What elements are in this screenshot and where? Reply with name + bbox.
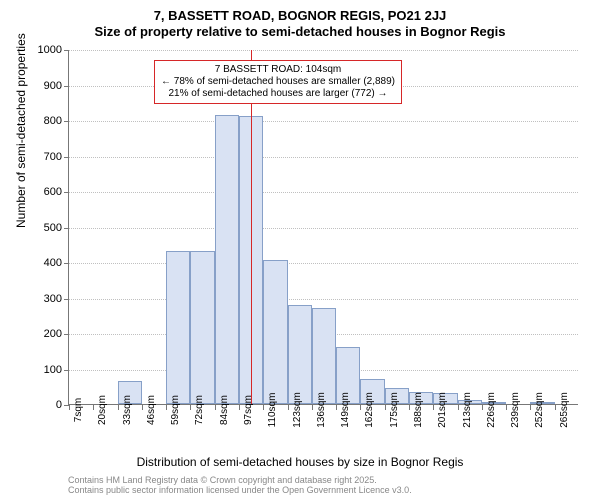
xtick-label: 175sqm xyxy=(389,392,400,428)
ytick-label: 200 xyxy=(22,328,62,340)
xtick-mark xyxy=(190,405,191,410)
histogram-bar xyxy=(312,308,336,404)
xtick-mark xyxy=(215,405,216,410)
xtick-mark xyxy=(433,405,434,410)
y-axis-label: Number of semi-detached properties xyxy=(14,33,28,228)
xtick-label: 46sqm xyxy=(146,395,157,425)
chart-area: 010020030040050060070080090010007sqm20sq… xyxy=(68,50,578,405)
xtick-label: 136sqm xyxy=(316,392,327,428)
footer-line1: Contains HM Land Registry data © Crown c… xyxy=(68,475,412,485)
ytick-mark xyxy=(64,299,69,300)
gridline-h xyxy=(69,157,578,158)
xtick-mark xyxy=(312,405,313,410)
ytick-label: 100 xyxy=(22,364,62,376)
ytick-label: 300 xyxy=(22,293,62,305)
gridline-h xyxy=(69,228,578,229)
xtick-label: 123sqm xyxy=(292,392,303,428)
plot-region: 010020030040050060070080090010007sqm20sq… xyxy=(68,50,578,405)
xtick-mark xyxy=(409,405,410,410)
chart-title-block: 7, BASSETT ROAD, BOGNOR REGIS, PO21 2JJ … xyxy=(0,8,600,39)
x-axis-label: Distribution of semi-detached houses by … xyxy=(0,455,600,469)
xtick-label: 110sqm xyxy=(267,393,278,428)
xtick-label: 20sqm xyxy=(97,395,108,425)
ytick-mark xyxy=(64,50,69,51)
title-line2: Size of property relative to semi-detach… xyxy=(0,24,600,40)
xtick-mark xyxy=(263,405,264,410)
xtick-label: 33sqm xyxy=(122,395,133,425)
xtick-label: 149sqm xyxy=(340,392,351,428)
footer-attribution: Contains HM Land Registry data © Crown c… xyxy=(68,475,412,496)
ytick-label: 800 xyxy=(22,115,62,127)
xtick-mark xyxy=(288,405,289,410)
histogram-bar xyxy=(215,115,239,404)
footer-line2: Contains public sector information licen… xyxy=(68,485,412,495)
xtick-label: 84sqm xyxy=(219,395,230,425)
ytick-label: 0 xyxy=(22,399,62,411)
ytick-label: 700 xyxy=(22,151,62,163)
xtick-mark xyxy=(458,405,459,410)
xtick-mark xyxy=(142,405,143,410)
xtick-mark xyxy=(93,405,94,410)
xtick-label: 252sqm xyxy=(534,392,545,428)
xtick-mark xyxy=(166,405,167,410)
ytick-mark xyxy=(64,192,69,193)
ytick-mark xyxy=(64,228,69,229)
histogram-bar xyxy=(288,305,312,404)
histogram-bar xyxy=(190,251,214,404)
xtick-label: 265sqm xyxy=(559,392,570,428)
xtick-mark xyxy=(69,405,70,410)
histogram-bar xyxy=(166,251,190,404)
gridline-h xyxy=(69,192,578,193)
ytick-mark xyxy=(64,263,69,264)
ytick-label: 500 xyxy=(22,222,62,234)
xtick-label: 97sqm xyxy=(243,395,254,425)
gridline-h xyxy=(69,50,578,51)
xtick-mark xyxy=(336,405,337,410)
ytick-mark xyxy=(64,370,69,371)
xtick-mark xyxy=(118,405,119,410)
xtick-label: 162sqm xyxy=(364,392,375,428)
ytick-label: 400 xyxy=(22,257,62,269)
annotation-line3: 21% of semi-detached houses are larger (… xyxy=(161,88,395,100)
xtick-mark xyxy=(506,405,507,410)
annotation-box: 7 BASSETT ROAD: 104sqm← 78% of semi-deta… xyxy=(154,60,402,104)
ytick-mark xyxy=(64,334,69,335)
xtick-label: 72sqm xyxy=(194,395,205,425)
xtick-label: 201sqm xyxy=(437,392,448,428)
xtick-label: 226sqm xyxy=(486,392,497,428)
ytick-mark xyxy=(64,121,69,122)
xtick-mark xyxy=(555,405,556,410)
title-line1: 7, BASSETT ROAD, BOGNOR REGIS, PO21 2JJ xyxy=(0,8,600,24)
gridline-h xyxy=(69,299,578,300)
annotation-line1: 7 BASSETT ROAD: 104sqm xyxy=(161,64,395,76)
gridline-h xyxy=(69,263,578,264)
xtick-label: 188sqm xyxy=(413,392,424,428)
gridline-h xyxy=(69,121,578,122)
xtick-label: 59sqm xyxy=(170,395,181,425)
xtick-mark xyxy=(360,405,361,410)
histogram-bar xyxy=(263,260,287,404)
ytick-label: 600 xyxy=(22,186,62,198)
ytick-label: 900 xyxy=(22,80,62,92)
ytick-mark xyxy=(64,86,69,87)
annotation-line2: ← 78% of semi-detached houses are smalle… xyxy=(161,76,395,88)
xtick-mark xyxy=(385,405,386,410)
xtick-label: 7sqm xyxy=(73,398,84,422)
ytick-mark xyxy=(64,157,69,158)
xtick-label: 213sqm xyxy=(462,392,473,428)
xtick-mark xyxy=(482,405,483,410)
xtick-mark xyxy=(530,405,531,410)
ytick-label: 1000 xyxy=(22,44,62,56)
xtick-label: 239sqm xyxy=(510,392,521,428)
xtick-mark xyxy=(239,405,240,410)
